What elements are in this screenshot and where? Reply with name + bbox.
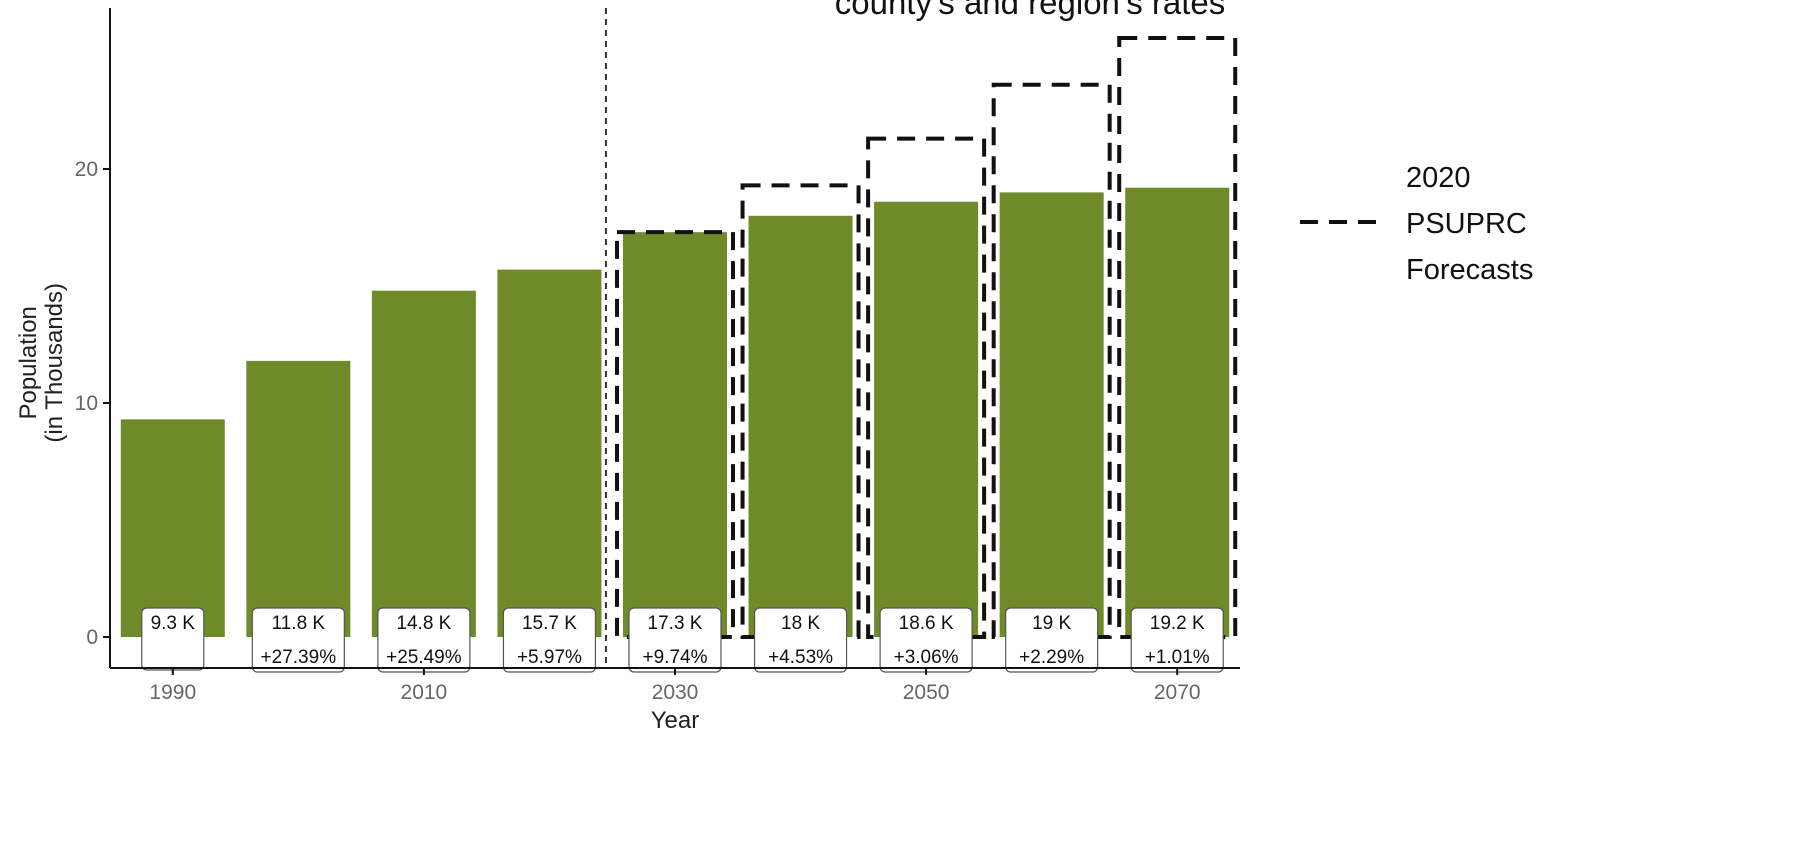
bar — [748, 215, 853, 638]
value-label: 14.8 K — [396, 613, 451, 634]
x-tick-label: 1990 — [149, 681, 196, 704]
value-label: 17.3 K — [648, 613, 703, 634]
change-label: +3.06% — [894, 647, 959, 668]
change-label: +9.74% — [643, 647, 708, 668]
x-tick-label: 2010 — [401, 681, 448, 704]
data-label-box — [753, 607, 848, 673]
x-axis-title: Year — [651, 707, 700, 734]
change-label: +5.97% — [517, 647, 582, 668]
change-label: +4.53% — [768, 647, 833, 668]
y-axis-title-line: (in Thousands) — [41, 283, 68, 443]
change-label: +27.39% — [261, 647, 337, 668]
bars-layer — [120, 187, 1230, 638]
y-axis-title-line: Population — [15, 306, 42, 419]
value-label: 15.7 K — [522, 613, 577, 634]
bar — [874, 201, 979, 637]
axes-layer: 0 10 20 1990 2010 2030 2050 2070 Year Population(… — [15, 8, 1240, 734]
y-tick-label: 10 — [75, 392, 98, 415]
value-label: 19.2 K — [1150, 613, 1205, 634]
bar — [999, 192, 1104, 637]
bar — [371, 290, 476, 637]
y-tick-label: 20 — [75, 158, 98, 181]
forecast-bar-outline — [1117, 35, 1238, 639]
change-label: +2.29% — [1019, 647, 1084, 668]
x-tick-label: 2070 — [1154, 681, 1201, 704]
y-axis-title: Population (in Thousands) — [15, 283, 68, 443]
value-label: 11.8 K — [272, 613, 326, 634]
x-tick-label: 2030 — [652, 681, 699, 704]
bar — [1125, 187, 1230, 637]
legend-label-line: Forecasts — [1406, 254, 1533, 286]
value-label: 9.3 K — [151, 613, 196, 634]
data-labels-layer: 9.3 K 11.8 K +27.39% 14.8 K +25.49% 15.7 K +5.… — [141, 607, 1224, 673]
data-label-box — [251, 607, 345, 673]
value-label: 18.6 K — [899, 613, 954, 634]
legend-label-line: 2020 — [1406, 162, 1471, 194]
data-label-box — [502, 607, 597, 673]
change-label: +25.49% — [386, 647, 462, 668]
value-label: 19 K — [1032, 613, 1071, 634]
forecast-bar-outline — [615, 230, 735, 639]
legend-label-line: PSUPRC — [1406, 208, 1527, 240]
y-tick-label: 0 — [86, 626, 98, 649]
bar — [497, 269, 602, 637]
legend: 2020 PSUPRC Forecasts — [1300, 162, 1533, 286]
x-tick-label: 2050 — [903, 681, 950, 704]
bar — [623, 232, 727, 637]
bar — [246, 360, 351, 637]
bar — [120, 419, 225, 637]
change-label: +1.01% — [1145, 647, 1210, 668]
data-label-box — [1005, 607, 1099, 673]
top-caption-text: county's and region's rates — [835, 0, 1226, 21]
value-label: 18 K — [781, 613, 820, 634]
